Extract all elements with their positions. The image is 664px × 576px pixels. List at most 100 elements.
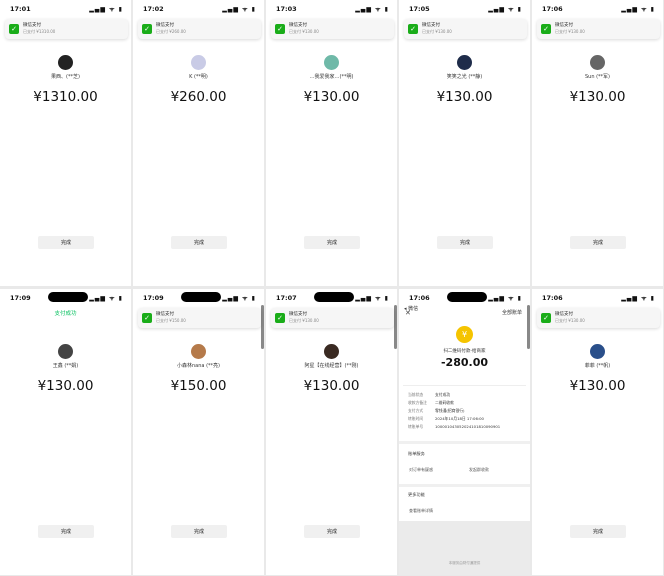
all-bills-link[interactable]: 全部账单 bbox=[501, 310, 522, 316]
notification-subtitle: 已支付 ¥150.00 bbox=[156, 318, 186, 323]
detail-value: 2024年10月18日 17:06:00 bbox=[435, 416, 484, 421]
done-button[interactable]: 完成 bbox=[171, 525, 227, 538]
phone-screen: 17:01 ▂▄▆ ᯤ ▮ ✓ 微信支付 已支付 ¥1310.00 果西、(**芝) ¥13… bbox=[0, 0, 131, 286]
done-button[interactable]: 完成 bbox=[38, 236, 94, 249]
status-bar: 17:06 ▂▄▆ ᯤ ▮ bbox=[542, 5, 655, 13]
payment-notification[interactable]: ✓ 微信支付 已支付 ¥260.00 bbox=[138, 19, 261, 39]
status-bar: 17:06 ▂▄▆ ᯤ ▮ bbox=[409, 294, 522, 302]
notification-subtitle: 已支付 ¥130.00 bbox=[422, 29, 452, 34]
status-time: 17:05 bbox=[409, 5, 430, 13]
payment-amount: ¥130.00 bbox=[569, 378, 626, 394]
notification-text: 微信支付 已支付 ¥130.00 bbox=[555, 312, 585, 324]
section-divider bbox=[399, 441, 530, 444]
query-order-button[interactable]: 对订单有疑惑 bbox=[409, 467, 433, 472]
notification-text: 微信支付 已支付 ¥1310.00 bbox=[23, 23, 55, 35]
phone-screen: 17:06 ▂▄▆ ᯤ ▮ ◂ 微信 ✕ 全部账单 ¥ 扫二维码付款-给商家 -280.00 当… bbox=[399, 289, 530, 575]
payment-notification[interactable]: ✓ 微信支付 已支付 ¥150.00 bbox=[138, 308, 261, 328]
notification-subtitle: 已支付 ¥1310.00 bbox=[23, 29, 56, 34]
payment-notification[interactable]: ✓ 微信支付 已支付 ¥130.00 bbox=[404, 19, 527, 39]
payment-notification[interactable]: ✓ 微信支付 已支付 ¥1310.00 bbox=[5, 19, 128, 39]
coin-icon: ¥ bbox=[456, 326, 473, 343]
scrollbar[interactable] bbox=[261, 305, 264, 349]
wechat-pay-icon: ✓ bbox=[275, 24, 285, 34]
avatar bbox=[58, 55, 73, 70]
notification-text: 微信支付 已支付 ¥130.00 bbox=[289, 312, 319, 324]
notification-title: 微信支付 bbox=[555, 312, 573, 317]
dynamic-island bbox=[314, 292, 354, 302]
scrollbar[interactable] bbox=[527, 305, 530, 349]
wechat-pay-icon: ✓ bbox=[142, 313, 152, 323]
phone-screen: 17:09 ▂▄▆ ᯤ ▮ 支付成功王鑫 (**娟) ¥130.00 完成 bbox=[0, 289, 131, 575]
detail-row: 支付方式 零钱通(招商银行) bbox=[408, 407, 526, 415]
notification-text: 微信支付 已支付 ¥130.00 bbox=[289, 23, 319, 35]
payee-name: 菲菲 (**帆) bbox=[584, 363, 611, 369]
status-icons: ▂▄▆ ᯤ ▮ bbox=[222, 6, 256, 13]
status-icons: ▂▄▆ ᯤ ▮ bbox=[621, 295, 655, 302]
done-button[interactable]: 完成 bbox=[304, 236, 360, 249]
phone-screen: 17:02 ▂▄▆ ᯤ ▮ ✓ 微信支付 已支付 ¥260.00 K (**明) ¥260.… bbox=[133, 0, 264, 286]
wechat-pay-icon: ✓ bbox=[9, 24, 19, 34]
notification-title: 微信支付 bbox=[555, 23, 573, 28]
notification-subtitle: 已支付 ¥130.00 bbox=[555, 318, 585, 323]
done-button[interactable]: 完成 bbox=[304, 525, 360, 538]
payment-amount: ¥260.00 bbox=[170, 89, 227, 105]
detail-value: 支付成功 bbox=[435, 392, 451, 397]
payment-notification[interactable]: ✓ 微信支付 已支付 ¥130.00 bbox=[537, 19, 660, 39]
payment-amount: ¥130.00 bbox=[303, 378, 360, 394]
avatar bbox=[191, 55, 206, 70]
payment-amount: ¥130.00 bbox=[37, 378, 94, 394]
notification-title: 微信支付 bbox=[289, 23, 307, 28]
status-time: 17:03 bbox=[276, 5, 297, 13]
back-to-wechat[interactable]: ◂ 微信 bbox=[404, 306, 419, 312]
payment-notification[interactable]: ✓ 微信支付 已支付 ¥130.00 bbox=[271, 308, 394, 328]
status-bar: 17:09 ▂▄▆ ᯤ ▮ bbox=[10, 294, 123, 302]
status-time: 17:07 bbox=[276, 294, 297, 302]
payment-amount: ¥150.00 bbox=[170, 378, 227, 394]
wechat-pay-icon: ✓ bbox=[142, 24, 152, 34]
avatar bbox=[191, 344, 206, 359]
notification-title: 微信支付 bbox=[156, 23, 174, 28]
status-icons: ▂▄▆ ᯤ ▮ bbox=[488, 295, 522, 302]
wechat-pay-icon: ✓ bbox=[541, 24, 551, 34]
payee-name: 笑笑之光 (**静) bbox=[446, 74, 483, 80]
status-bar: 17:05 ▂▄▆ ᯤ ▮ bbox=[409, 5, 522, 13]
phone-screen: 17:06 ▂▄▆ ᯤ ▮ ✓ 微信支付 已支付 ¥130.00 菲菲 (**帆) ¥130… bbox=[532, 289, 663, 575]
status-icons: ▂▄▆ ᯤ ▮ bbox=[355, 6, 389, 13]
avatar bbox=[324, 55, 339, 70]
detail-label: 当前状态 bbox=[408, 392, 424, 397]
close-icon[interactable]: ✕ bbox=[405, 309, 411, 317]
notification-title: 微信支付 bbox=[156, 312, 174, 317]
detail-rows: 当前状态 支付成功 收款方备注 二维码收款 支付方式 零钱通(招商银行) 转账时间 2024年… bbox=[408, 391, 526, 431]
wechat-pay-icon: ✓ bbox=[541, 313, 551, 323]
notification-title: 微信支付 bbox=[23, 23, 41, 28]
dynamic-island bbox=[48, 292, 88, 302]
done-button[interactable]: 完成 bbox=[38, 525, 94, 538]
done-button[interactable]: 完成 bbox=[570, 525, 626, 538]
status-bar: 17:01 ▂▄▆ ᯤ ▮ bbox=[10, 5, 123, 13]
status-time: 17:06 bbox=[542, 294, 563, 302]
payment-notification[interactable]: ✓ 微信支付 已支付 ¥130.00 bbox=[271, 19, 394, 39]
divider bbox=[403, 385, 526, 386]
status-time: 17:01 bbox=[10, 5, 31, 13]
view-bill-button[interactable]: 查看账单详情 bbox=[409, 508, 433, 513]
status-bar: 17:02 ▂▄▆ ᯤ ▮ bbox=[143, 5, 256, 13]
done-button[interactable]: 完成 bbox=[171, 236, 227, 249]
detail-row: 收款方备注 二维码收款 bbox=[408, 399, 526, 407]
status-icons: ▂▄▆ ᯤ ▮ bbox=[488, 6, 522, 13]
group-collect-button[interactable]: 发起群收款 bbox=[469, 467, 489, 472]
status-icons: ▂▄▆ ᯤ ▮ bbox=[222, 295, 256, 302]
payee-name: 阿星【在线经营】(**刚) bbox=[304, 363, 359, 369]
phone-screen: 17:09 ▂▄▆ ᯤ ▮ ✓ 微信支付 已支付 ¥150.00 小森林nana (**亮… bbox=[133, 289, 264, 575]
wechat-pay-icon: ✓ bbox=[275, 313, 285, 323]
payment-notification[interactable]: ✓ 微信支付 已支付 ¥130.00 bbox=[537, 308, 660, 328]
payee-name: 王鑫 (**娟) bbox=[52, 363, 79, 369]
done-button[interactable]: 完成 bbox=[570, 236, 626, 249]
payment-amount: ¥130.00 bbox=[569, 89, 626, 105]
payment-amount: -280.00 bbox=[440, 356, 488, 369]
payment-success-label: 支付成功 bbox=[54, 311, 77, 317]
scrollbar[interactable] bbox=[394, 305, 397, 349]
payee-name: K (**明) bbox=[189, 74, 208, 80]
done-button[interactable]: 完成 bbox=[437, 236, 493, 249]
dynamic-island bbox=[181, 292, 221, 302]
